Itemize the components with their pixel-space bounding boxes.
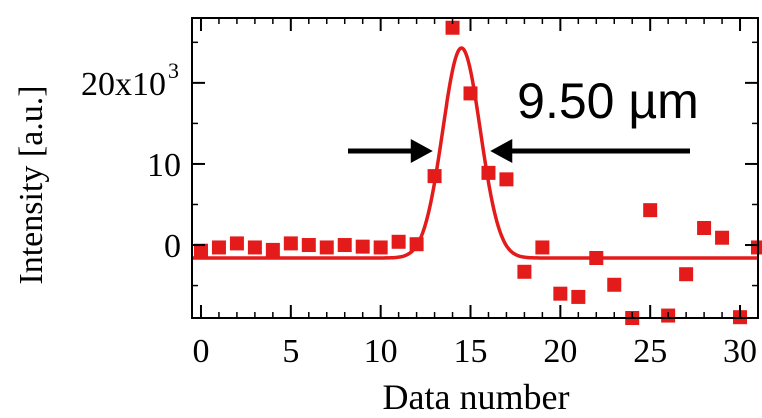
x-axis-label: Data number [383, 377, 570, 417]
y-tick-label: 10 [147, 147, 181, 184]
data-point [247, 240, 262, 255]
fwhm-arrows-layer [348, 138, 690, 163]
x-tick-labels: 0 5 10 15 20 25 30 [192, 333, 757, 370]
data-point [373, 240, 388, 255]
y-tick-label: 0 [164, 228, 181, 265]
data-point [319, 240, 334, 255]
data-point [571, 289, 586, 304]
data-point [751, 240, 762, 255]
data-point [211, 240, 226, 255]
y-tick-label: 20x10 [81, 66, 166, 103]
x-tick-label: 5 [282, 333, 299, 370]
y-tick-labels: 0 10 20x10 3 [81, 58, 181, 265]
y-axis-label: Intensity [a.u.] [13, 85, 50, 284]
data-point [229, 236, 244, 251]
data-point [265, 242, 280, 257]
data-point [697, 221, 712, 235]
x-tick-label: 15 [454, 333, 488, 370]
data-point [517, 264, 532, 279]
data-point [643, 203, 658, 218]
data-point [499, 172, 514, 187]
data-point [409, 237, 424, 252]
x-tick-label: 10 [364, 333, 398, 370]
y-multiplier-exponent: 3 [168, 58, 179, 83]
data-point [283, 236, 298, 251]
data-point [445, 20, 460, 35]
data-point [193, 243, 208, 258]
ticks-layer [192, 18, 759, 318]
x-tick-label: 0 [192, 333, 209, 370]
data-point [355, 239, 370, 254]
data-point [715, 230, 730, 245]
data-point [301, 238, 316, 253]
fwhm-annotation: 9.50 µm [517, 73, 699, 129]
x-tick-label: 25 [633, 333, 667, 370]
plot-frame [191, 17, 759, 319]
data-point [553, 286, 568, 301]
data-point [337, 238, 352, 253]
data-point [679, 267, 694, 282]
data-point [391, 234, 406, 249]
data-point [427, 169, 442, 184]
left-arrow-head [410, 138, 433, 163]
data-points-layer [193, 20, 762, 325]
data-point [535, 240, 550, 255]
data-point [589, 251, 604, 265]
x-tick-label: 30 [723, 333, 757, 370]
data-point [481, 165, 496, 180]
data-point [463, 86, 478, 101]
data-point [607, 277, 622, 292]
x-tick-label: 20 [543, 333, 577, 370]
right-arrow-head [490, 138, 513, 163]
